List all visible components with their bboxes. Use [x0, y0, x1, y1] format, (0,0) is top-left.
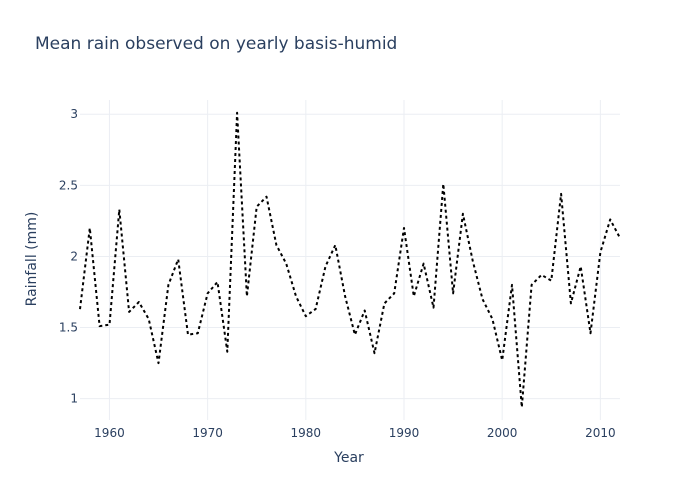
x-tick-label: 1990 [389, 426, 420, 440]
series-line-layer [79, 111, 621, 409]
y-tick-label: 1 [70, 392, 78, 406]
rainfall-series-line [79, 111, 621, 409]
gridlines [80, 100, 620, 420]
y-tick-label: 2.5 [59, 178, 78, 192]
x-tick-label: 1960 [94, 426, 125, 440]
y-tick-label: 3 [70, 107, 78, 121]
tick-labels: 1960 1970 1980 1990 2000 2010 1 1.5 2 2.5 3 [59, 107, 616, 440]
x-tick-label: 2000 [487, 426, 518, 440]
y-tick-label: 1.5 [59, 321, 78, 335]
x-tick-label: 1970 [192, 426, 223, 440]
x-tick-label: 1980 [291, 426, 322, 440]
y-tick-label: 2 [70, 249, 78, 263]
y-axis-label: Rainfall (mm) [24, 212, 40, 307]
x-tick-label: 2010 [585, 426, 616, 440]
x-axis-label: Year [333, 450, 364, 466]
chart-title: Mean rain observed on yearly basis-humid [35, 34, 398, 54]
